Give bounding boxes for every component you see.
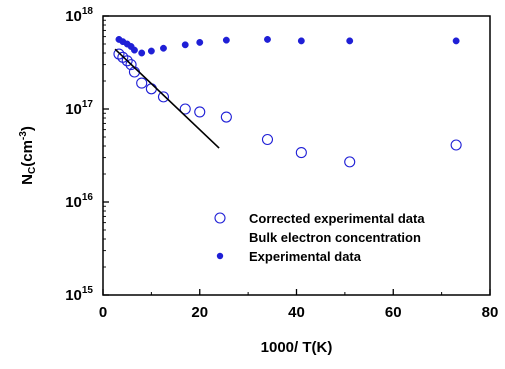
data-point-corrected [145,83,157,95]
y-axis-title-unit-sup: -3 [18,131,29,140]
data-point-experimental [138,49,146,57]
x-tick-label: 20 [191,304,208,321]
legend-label: Bulk electron concentration [249,230,421,245]
tick-labels: 0 20 40 60 80 1015 1016 1017 1018 [65,6,498,321]
axis-ticks [102,15,491,296]
legend-label: Experimental data [249,249,362,264]
y-axis-title-sub: C [27,167,38,174]
data-point-corrected [113,48,125,60]
data-point-corrected [344,156,356,168]
data-point-corrected [295,147,307,159]
data-point-experimental [181,41,189,49]
data-point-experimental [222,36,230,44]
x-tick-label: 60 [385,304,402,321]
y-axis-title: NC(cm-3) [18,126,38,185]
y-tick-label: 1018 [65,6,93,25]
data-point-corrected [136,77,148,89]
data-point-corrected [261,133,274,146]
data-marks [113,35,462,168]
data-point-corrected [157,91,170,103]
data-point-experimental [147,47,155,55]
data-point-corrected [125,59,137,71]
data-point-experimental [346,37,354,45]
legend-symbol-corrected [214,212,226,224]
data-point-experimental [130,46,138,54]
x-tick-label: 0 [99,304,107,321]
fit-line [114,48,220,149]
x-tick-label: 40 [288,304,305,321]
data-point-experimental [297,37,305,45]
data-point-corrected [179,103,191,115]
data-point-corrected [121,55,133,67]
x-axis-title: 1000/ T(K) [261,339,333,356]
y-tick-label: 1015 [65,285,93,304]
data-point-experimental [264,35,271,43]
data-point-corrected [194,106,206,118]
y-tick-label: 1016 [65,192,93,211]
y-axis-title-unit-prefix: (cm [19,140,36,167]
data-point-experimental [196,38,204,46]
data-point-corrected [450,139,462,151]
data-point-experimental [160,44,167,52]
y-axis-title-unit-suffix: ) [19,126,36,131]
legend: Corrected experimental data Bulk electron… [214,211,425,264]
data-point-corrected [220,111,232,123]
x-tick-label: 80 [482,304,499,321]
y-axis-title-base: N [19,174,36,185]
data-point-experimental [452,37,460,45]
legend-label: Corrected experimental data [249,211,425,226]
legend-symbol-experimental [216,252,224,260]
y-tick-label: 1017 [65,99,93,118]
